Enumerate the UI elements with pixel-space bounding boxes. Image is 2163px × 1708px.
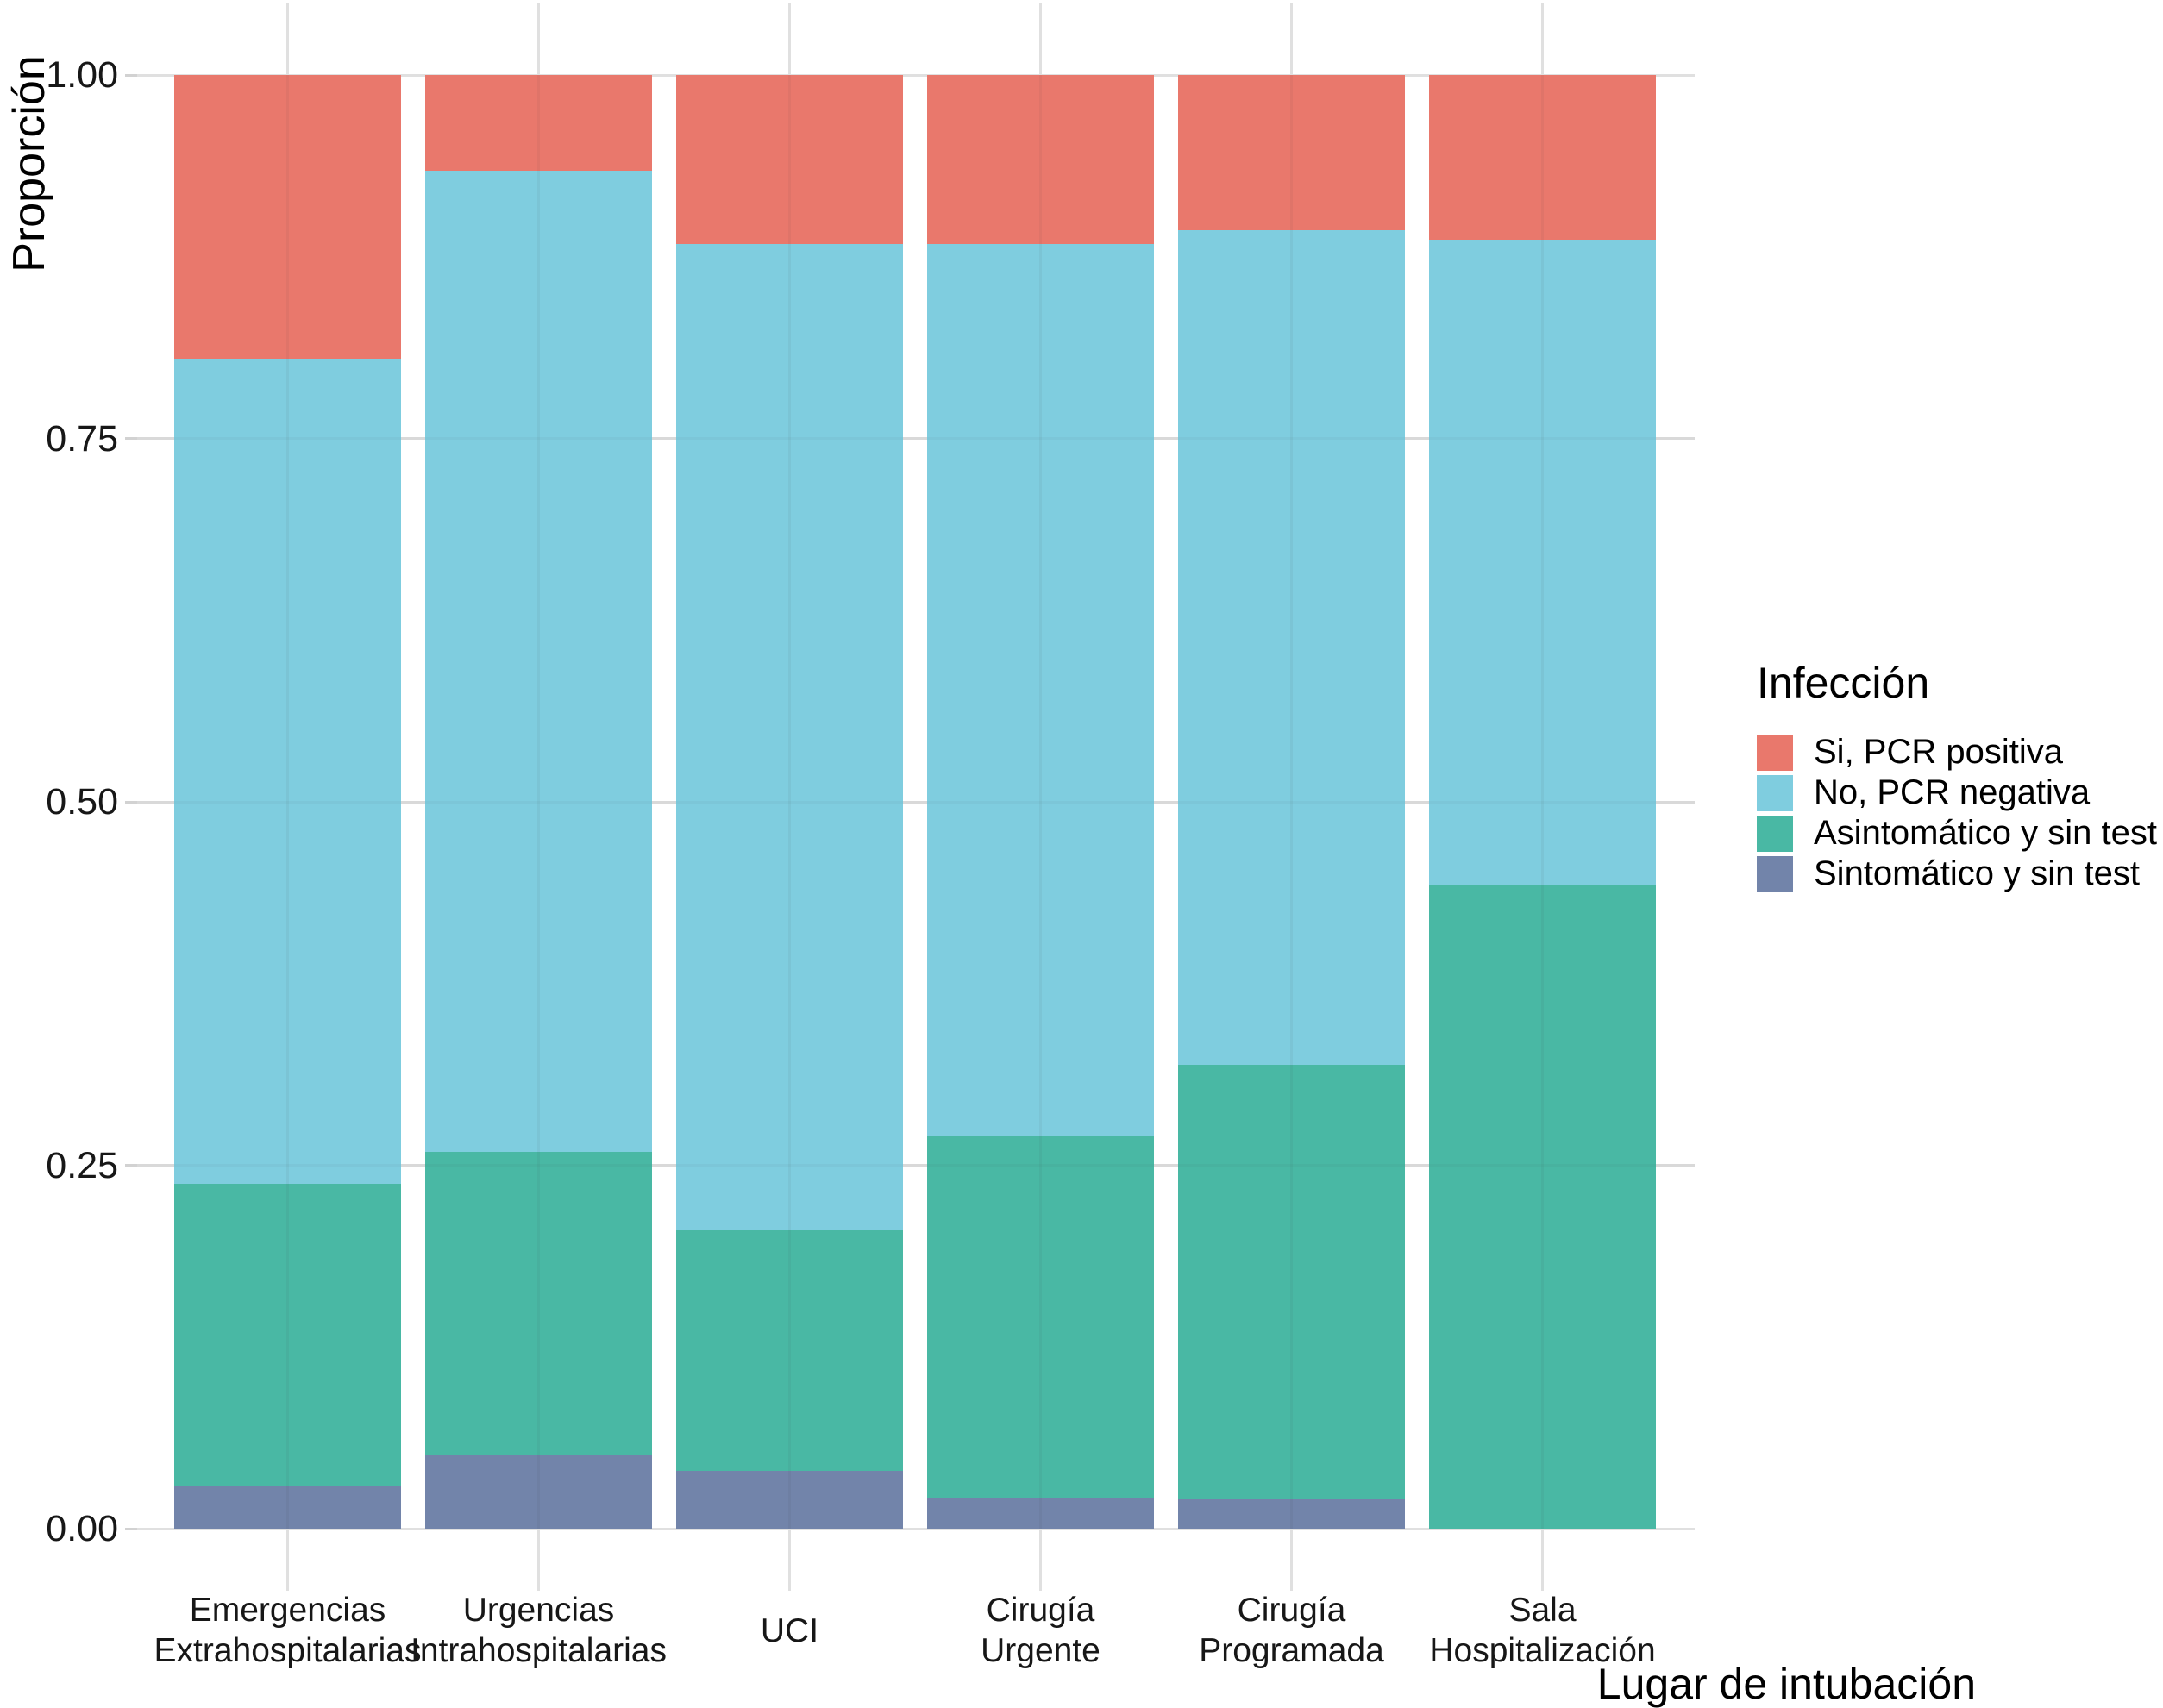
legend-title: Infección [1757, 659, 1930, 707]
x-tick-label-line: Urgencias [462, 1592, 615, 1629]
x-tick-label-line: Sala [1508, 1592, 1577, 1629]
x-gridline-overlay [1039, 75, 1042, 1529]
x-gridline-overlay [286, 75, 289, 1529]
y-gridline [137, 1164, 1695, 1167]
x-tick-label: Urgencias Intrahospitalarias [358, 1589, 720, 1672]
bar-segment [1429, 885, 1656, 1529]
x-gridline-overlay [1290, 75, 1293, 1529]
y-tick-mark [125, 1527, 137, 1530]
legend-swatch [1757, 855, 1793, 892]
y-gridline [137, 437, 1695, 440]
y-gridline [137, 73, 1695, 77]
x-axis-title: Lugar de intubación [1596, 1660, 1976, 1708]
y-tick-label: 1.00 [46, 54, 118, 96]
y-gridline [137, 1527, 1695, 1530]
x-tick-label-line: Programada [1199, 1632, 1384, 1669]
y-gridline-overlay [137, 800, 1695, 804]
bar-segment [174, 1184, 401, 1487]
x-tick-label-line: Emergencias [189, 1592, 386, 1629]
y-tick-mark [125, 437, 137, 440]
bar-segment [1429, 75, 1656, 240]
bar-segment [927, 1136, 1154, 1498]
x-tick-label: Sala Hospitalización [1362, 1589, 1724, 1672]
bar-segment [1178, 1065, 1405, 1500]
bar-segment [927, 75, 1154, 244]
y-tick-label: 0.50 [46, 781, 118, 823]
bar-segment [676, 243, 903, 1231]
x-tick-label: Cirugía Programada [1111, 1589, 1473, 1672]
bar-segment [1429, 239, 1656, 885]
x-gridline-overlay [788, 75, 791, 1529]
y-gridline [137, 800, 1695, 804]
x-tick-label-line: Extrahospitalarias [154, 1632, 422, 1669]
legend-swatch [1757, 774, 1793, 811]
y-axis-title: Proporción [4, 55, 54, 272]
x-gridline-overlay [537, 75, 540, 1529]
x-gridline-overlay [1541, 75, 1544, 1529]
x-tick-label-line: Hospitalización [1429, 1632, 1656, 1669]
x-tick-label: Cirugía Urgente [860, 1589, 1222, 1672]
bar-segment [1178, 1499, 1405, 1529]
bar-segment [174, 1486, 401, 1529]
legend-entry: No, PCR negativa [1757, 773, 2091, 811]
bar-segment [174, 75, 401, 359]
y-tick-mark [125, 1164, 137, 1167]
y-gridline-overlay [137, 437, 1695, 440]
y-tick-label: 0.25 [46, 1144, 118, 1186]
x-tick-label-line: Urgente [981, 1632, 1100, 1669]
legend-entry: Si, PCR positiva [1757, 733, 2063, 771]
legend-entry: Asintomático y sin test [1757, 814, 2157, 852]
y-tick-label: 0.00 [46, 1508, 118, 1549]
bar-segment [425, 1455, 652, 1529]
bar-segment [425, 75, 652, 172]
x-tick-label-line: Cirugía [1237, 1592, 1346, 1629]
y-tick-mark [125, 73, 137, 77]
bar-segment [1178, 230, 1405, 1066]
legend-entry-label: No, PCR negativa [1814, 773, 2091, 811]
bar-segment [927, 243, 1154, 1136]
x-tick-label: UCI [609, 1589, 971, 1672]
legend-swatch [1757, 734, 1793, 771]
bar-segment [425, 1152, 652, 1455]
bar-segment [174, 358, 401, 1185]
bar-segment [676, 75, 903, 244]
legend-swatch [1757, 815, 1793, 852]
x-tick-label-line: UCI [760, 1611, 819, 1649]
y-tick-label: 0.75 [46, 417, 118, 460]
bar-segment [676, 1230, 903, 1471]
bar-segment [425, 171, 652, 1153]
x-tick-label-line: Cirugía [986, 1592, 1095, 1629]
x-tick-label: Emergencias Extrahospitalarias [107, 1589, 469, 1672]
legend-entry-label: Sintomático y sin test [1814, 854, 2140, 892]
legend-entry-label: Asintomático y sin test [1814, 814, 2157, 852]
legend-entry: Sintomático y sin test [1757, 854, 2140, 892]
legend-entry-label: Si, PCR positiva [1814, 733, 2063, 771]
x-tick-label-line: Intrahospitalarias [411, 1632, 667, 1669]
y-gridline-overlay [137, 1164, 1695, 1167]
y-tick-mark [125, 800, 137, 804]
bar-segment [1178, 75, 1405, 231]
bar-segment [927, 1498, 1154, 1529]
bar-segment [676, 1470, 903, 1529]
